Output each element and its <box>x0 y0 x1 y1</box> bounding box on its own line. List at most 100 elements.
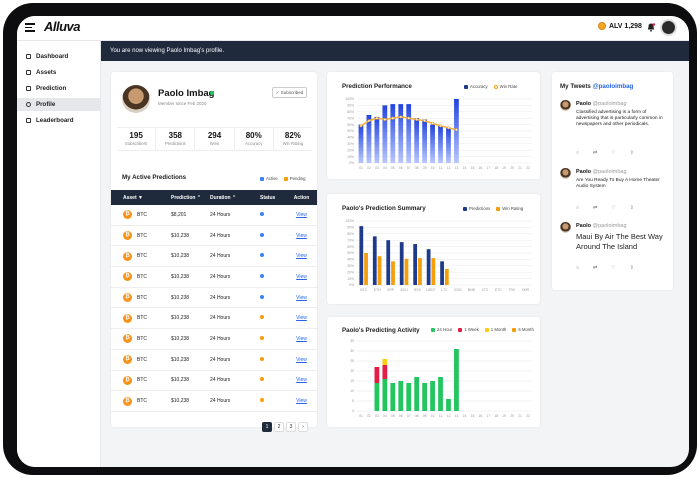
x-tick-label: 11 <box>439 414 443 418</box>
like-icon[interactable]: ♡ <box>611 150 616 156</box>
win-rating-bar <box>391 261 395 285</box>
share-icon[interactable]: ⇪ <box>629 205 634 211</box>
legend-pending: Pending <box>283 176 305 181</box>
y-tick-label: 30 <box>350 349 354 353</box>
col-status: Status <box>260 194 276 201</box>
view-link[interactable]: View <box>296 335 307 342</box>
y-tick-label: 15 <box>350 379 354 383</box>
col-asset[interactable]: Asset ▼ <box>123 194 143 201</box>
balance-display[interactable]: ALV 1,298 <box>598 22 642 30</box>
app-logo[interactable]: Alluva <box>44 19 81 34</box>
reply-icon[interactable]: ○ <box>576 205 580 211</box>
page-2-button[interactable]: 2 <box>274 422 284 432</box>
like-icon[interactable]: ♡ <box>611 205 616 211</box>
share-icon[interactable]: ⇪ <box>629 150 634 156</box>
retweet-icon[interactable]: ⇄ <box>593 205 598 211</box>
sidebar-item-dashboard[interactable]: Dashboard <box>17 50 100 63</box>
like-icon[interactable]: ♡ <box>611 265 616 271</box>
24-hour-bar <box>374 383 380 411</box>
action-cell: View <box>286 377 317 383</box>
bitcoin-icon: ₿ <box>123 396 132 406</box>
view-link[interactable]: View <box>296 356 307 363</box>
view-link[interactable]: View <box>296 398 307 405</box>
retweet-icon[interactable]: ⇄ <box>593 150 598 156</box>
win-rating-bar <box>431 258 436 285</box>
accuracy-bar <box>406 104 412 163</box>
col-prediction[interactable]: Prediction ⌃ <box>171 194 202 201</box>
stat-wins: 294 Wins <box>195 128 235 150</box>
view-link[interactable]: View <box>296 294 307 301</box>
table-row: ₿ BTC $8,201 24 Hours View <box>111 205 317 226</box>
x-tick-label: 01 <box>359 166 363 170</box>
accuracy-bar <box>414 118 420 163</box>
sidebar-item-assets[interactable]: Assets <box>17 66 100 79</box>
tweet-item: Paolo @paoloimbag Classified advertising… <box>560 100 666 160</box>
accuracy-bar <box>358 124 364 163</box>
col-duration[interactable]: Duration ⌃ <box>210 194 237 201</box>
tweet-author: Paolo @paoloimbag <box>576 169 627 175</box>
x-tick-label: 11 <box>439 166 443 170</box>
24-hour-bar <box>414 377 420 411</box>
view-link[interactable]: View <box>296 232 307 239</box>
x-tick-label: 13 <box>455 166 459 170</box>
view-link[interactable]: View <box>296 253 307 260</box>
tweets-handle[interactable]: @paoloimbag <box>592 83 634 90</box>
bitcoin-icon: ₿ <box>123 293 132 303</box>
y-tick-label: 90% <box>347 104 354 108</box>
legend-win-rating: Win Rating <box>496 206 523 211</box>
y-tick-label: 30% <box>347 142 354 146</box>
x-tick-label: 08 <box>415 166 419 170</box>
win-rating-bar <box>444 269 449 285</box>
sidebar-item-profile[interactable]: Profile <box>17 98 100 111</box>
subscribe-button[interactable]: ✓ Subscribed <box>272 87 307 98</box>
retweet-icon[interactable]: ⇄ <box>593 265 598 271</box>
prediction-cell: $10,238 <box>171 356 190 363</box>
x-tick-label: BCH <box>401 288 409 292</box>
x-tick-label: 02 <box>367 414 371 418</box>
y-tick-label: 10 <box>350 389 354 393</box>
sidebar-item-label: Profile <box>36 101 56 108</box>
view-link[interactable]: View <box>296 377 307 384</box>
reply-icon[interactable]: ○ <box>576 265 580 271</box>
win-rate-point <box>431 121 434 125</box>
duration-cell: 24 Hours <box>210 335 231 342</box>
reply-icon[interactable]: ○ <box>576 150 580 156</box>
stat-value: 82% <box>284 131 301 140</box>
asset-name: BTC <box>137 253 147 260</box>
page-1-button[interactable]: 1 <box>262 422 272 432</box>
status-dot <box>260 377 264 382</box>
predictions-bar <box>426 249 431 285</box>
24-hour-bar <box>438 377 443 411</box>
page-3-button[interactable]: 3 <box>286 422 296 432</box>
action-cell: View <box>286 315 317 321</box>
x-tick-label: 15 <box>470 166 474 170</box>
notification-bell-icon[interactable] <box>647 23 655 32</box>
win-rate-point <box>399 115 403 119</box>
duration-cell: 24 Hours <box>210 356 231 363</box>
action-cell: View <box>286 357 317 363</box>
x-tick-label: 09 <box>423 166 427 170</box>
profile-stats: 195 Subscribers 358 Predictions 294 Wins 80… <box>117 127 312 151</box>
view-link[interactable]: View <box>296 315 307 322</box>
sidebar-item-leaderboard[interactable]: Leaderboard <box>17 114 100 127</box>
win-rate-point <box>359 124 363 128</box>
prediction-icon <box>26 86 31 91</box>
y-tick-label: 60% <box>347 245 354 249</box>
tweet-text: Classified advertising is a form of adve… <box>576 110 663 128</box>
y-tick-label: 70% <box>347 238 354 242</box>
sidebar-item-prediction[interactable]: Prediction <box>17 82 100 95</box>
action-cell: View <box>286 398 317 404</box>
next-page-button[interactable]: › <box>298 422 308 432</box>
user-avatar[interactable] <box>660 19 677 36</box>
prediction-cell: $10,238 <box>171 335 190 342</box>
menu-icon[interactable] <box>25 23 35 32</box>
table-row: ₿ BTC $10,238 24 Hours View <box>111 288 317 309</box>
x-tick-label: 12 <box>447 414 451 418</box>
view-link[interactable]: View <box>296 273 307 280</box>
status-cell <box>252 398 286 404</box>
view-link[interactable]: View <box>296 211 307 218</box>
chart-title: Paolo's Prediction Summary <box>342 205 426 212</box>
share-icon[interactable]: ⇪ <box>629 265 634 271</box>
stat-predictions: 358 Predictions <box>156 128 196 150</box>
x-tick-label: 10 <box>431 414 435 418</box>
